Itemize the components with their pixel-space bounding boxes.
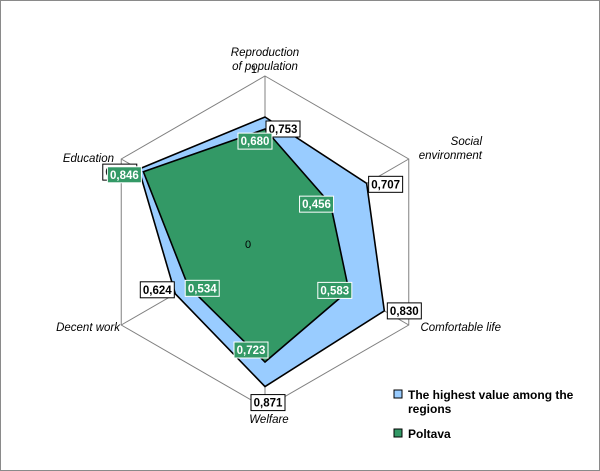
svg-text:0,534: 0,534 bbox=[188, 283, 217, 295]
svg-text:0,723: 0,723 bbox=[237, 345, 266, 357]
svg-text:0,753: 0,753 bbox=[269, 124, 298, 136]
legend-swatch-the-highest-value-among-the-regions bbox=[393, 389, 403, 399]
svg-text:0,624: 0,624 bbox=[143, 285, 172, 297]
data-label-poltava-comfortable-life: 0,583 bbox=[317, 281, 353, 299]
data-label-the-highest-value-among-the-regions-decent-work: 0,624 bbox=[139, 281, 175, 299]
legend-item-the-highest-value-among-the-regions: The highest value among the regions bbox=[393, 388, 574, 416]
data-label-poltava-decent-work: 0,534 bbox=[184, 279, 220, 297]
axis-label-education: Education bbox=[63, 153, 114, 165]
legend-label-the-highest-value-among-the-regions: The highest value among the regions bbox=[408, 388, 574, 416]
data-label-poltava-education: 0,846 bbox=[106, 166, 142, 184]
axis-label-reproduction-of-population: Reproduction of population bbox=[231, 47, 299, 73]
svg-text:0,583: 0,583 bbox=[320, 285, 349, 297]
svg-text:0,830: 0,830 bbox=[390, 306, 419, 318]
axis-label-social-environment: Social environment bbox=[419, 136, 483, 162]
data-label-poltava-reproduction-of-population: 0,680 bbox=[237, 132, 273, 150]
data-labels: 0,7530,7070,8300,8710,6240,8780,6800,456… bbox=[102, 120, 422, 412]
data-label-poltava-welfare: 0,723 bbox=[233, 341, 269, 359]
axis-label-decent-work: Decent work bbox=[56, 322, 121, 334]
data-label-the-highest-value-among-the-regions-comfortable-life: 0,830 bbox=[386, 302, 422, 320]
axis-label-welfare: Welfare bbox=[249, 414, 288, 426]
legend: The highest value among the regions Poltav… bbox=[393, 388, 574, 441]
data-label-the-highest-value-among-the-regions-reproduction-of-population: 0,753 bbox=[265, 120, 301, 138]
axis-label-comfortable-life: Comfortable life bbox=[420, 322, 501, 334]
data-label-the-highest-value-among-the-regions-welfare: 0,871 bbox=[250, 394, 286, 412]
tick-label-0: 0 bbox=[245, 239, 251, 251]
svg-text:0,456: 0,456 bbox=[302, 199, 331, 211]
tick-label-1: 1 bbox=[251, 64, 257, 76]
svg-text:0,871: 0,871 bbox=[254, 398, 283, 410]
series-area bbox=[137, 116, 386, 388]
data-label-poltava-social-environment: 0,456 bbox=[299, 195, 335, 213]
svg-text:0,846: 0,846 bbox=[110, 170, 139, 182]
legend-item-poltava: Poltava bbox=[393, 427, 451, 441]
legend-swatch-poltava bbox=[393, 428, 403, 438]
svg-text:0,680: 0,680 bbox=[241, 136, 270, 148]
legend-label-poltava: Poltava bbox=[408, 427, 451, 441]
svg-text:0,707: 0,707 bbox=[371, 179, 400, 191]
data-label-the-highest-value-among-the-regions-social-environment: 0,707 bbox=[368, 175, 404, 193]
